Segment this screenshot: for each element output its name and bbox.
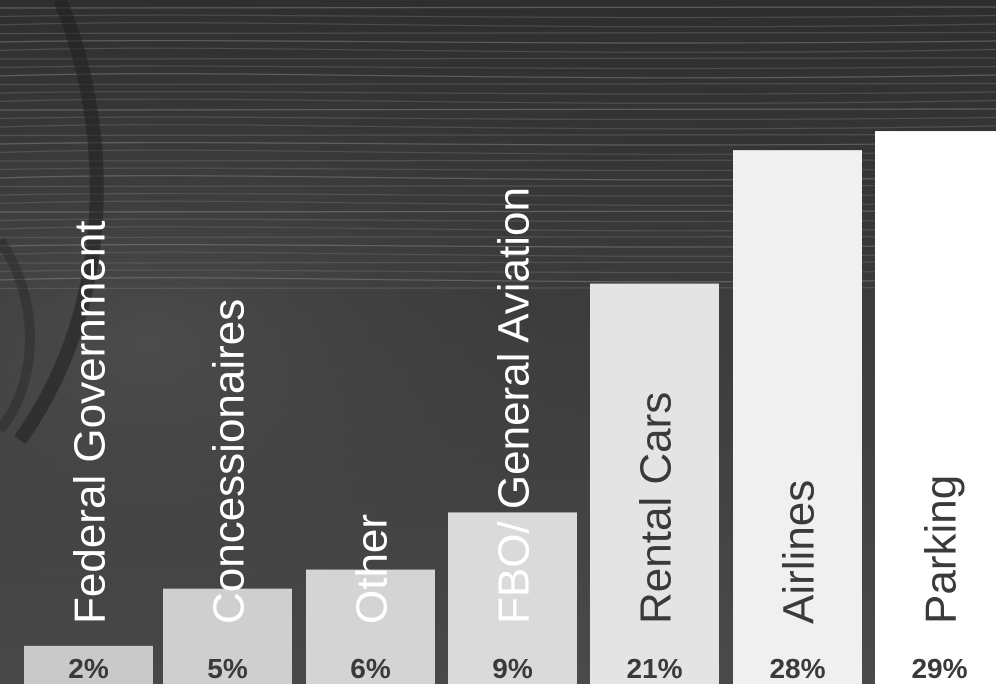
- value-label: 2%: [68, 653, 109, 684]
- paper-layer-line: [0, 90, 996, 95]
- category-label: Airlines: [775, 480, 824, 624]
- value-label: 9%: [492, 653, 533, 684]
- paper-layer-line: [0, 65, 996, 70]
- paper-layer-line: [0, 14, 996, 19]
- paper-layer-line: [0, 116, 996, 121]
- category-label: FBO/ General Aviation: [490, 187, 539, 624]
- bar-fbo-general-aviation: [448, 512, 577, 684]
- category-label: Other: [348, 514, 397, 624]
- glasses-arm-decoration: [14, 0, 104, 445]
- paper-layer-line: [0, 47, 996, 53]
- bar-airlines: [733, 150, 862, 684]
- category-label: Concessionaires: [205, 299, 254, 624]
- paper-layer-line: [0, 98, 996, 104]
- value-label: 28%: [769, 653, 825, 684]
- category-label: Parking: [917, 475, 966, 624]
- bar-other: [306, 569, 435, 684]
- value-label: 21%: [626, 653, 682, 684]
- paper-layer-line: [0, 124, 996, 130]
- paper-layer-line: [0, 141, 996, 146]
- category-label: Federal Government: [66, 220, 115, 624]
- bar-federal-government: [24, 645, 153, 684]
- value-label: 6%: [350, 653, 391, 684]
- bar-concessionaires: [163, 588, 292, 684]
- bar-parking: [875, 131, 996, 684]
- bar-rental-cars: [590, 283, 719, 684]
- paper-layer-line: [0, 73, 996, 79]
- category-label: Rental Cars: [632, 392, 681, 624]
- value-label: 29%: [911, 653, 967, 684]
- paper-layer-line: [0, 22, 996, 28]
- paper-layer-line: [0, 39, 996, 44]
- value-label: 5%: [207, 653, 248, 684]
